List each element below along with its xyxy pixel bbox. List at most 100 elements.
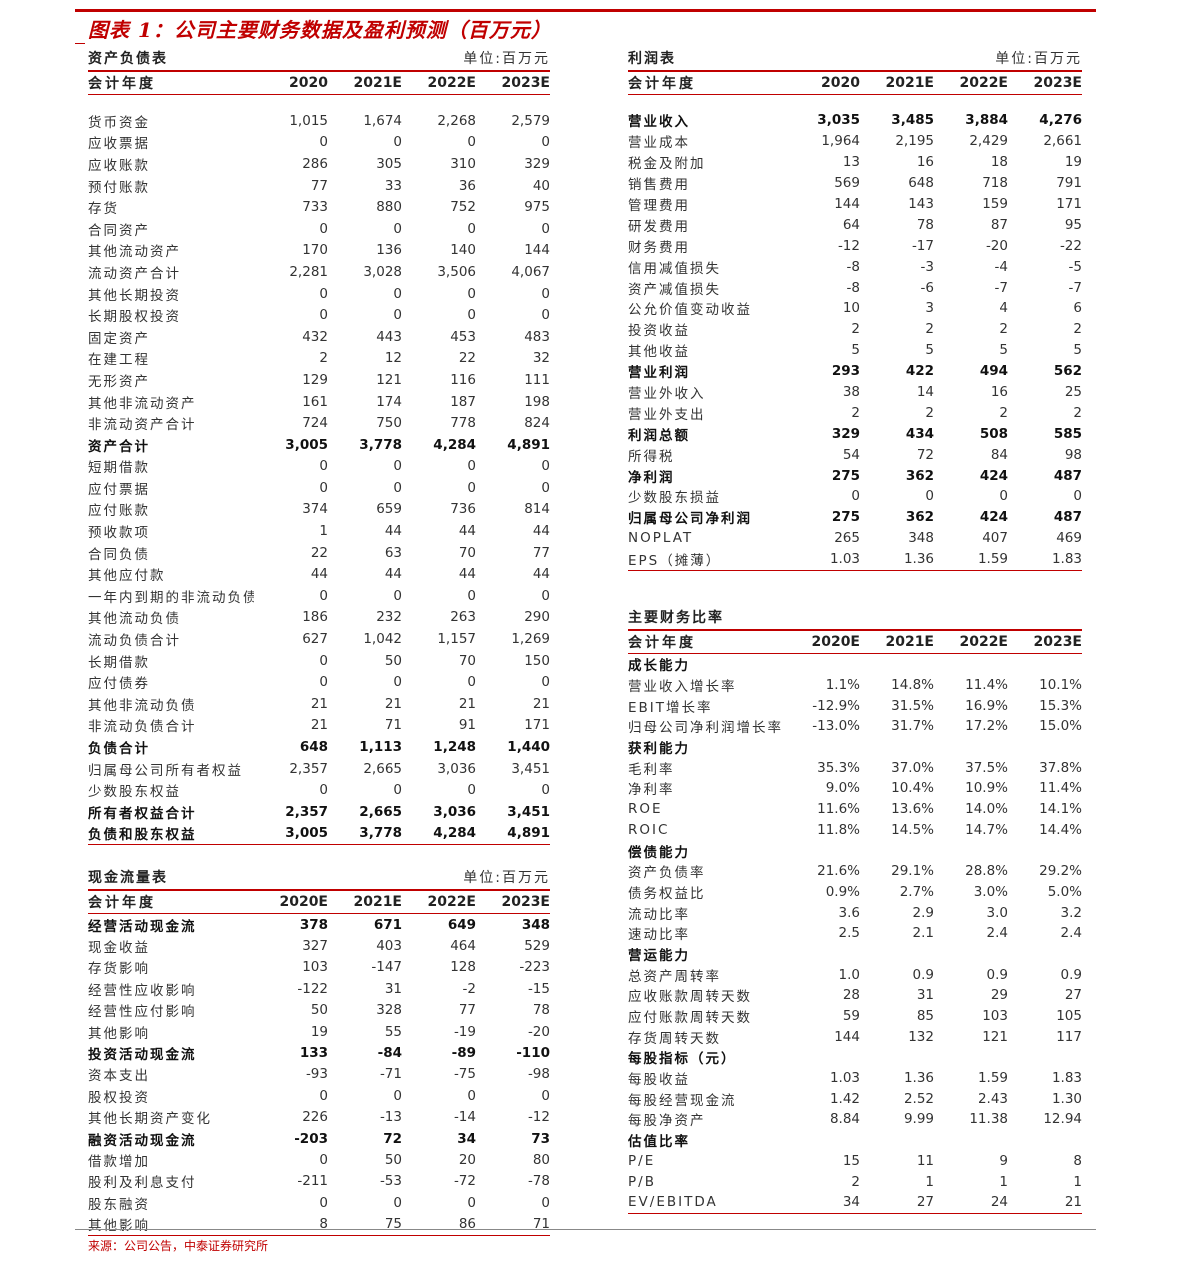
table-row: 投资收益 2 2 2 2 [628,319,1082,340]
cell-value: 121 [982,1028,1008,1045]
table-row: 合同负债 22 63 70 77 [88,542,550,564]
cell-value: 0 [393,587,402,604]
year-header: 2023E [501,75,550,91]
row-label: 存货周转天数 [628,1030,721,1047]
cell-value: 71 [384,717,402,734]
cell-value: 362 [905,467,934,484]
table-row: 公允价值变动收益 10 3 4 6 [628,298,1082,319]
cell-value: 2,357 [289,760,328,777]
table-row: EPS（摊薄） 1.03 1.36 1.59 1.83 [628,549,1082,571]
cell-value: -72 [453,1173,476,1190]
cell-value: 186 [302,609,328,626]
row-label: 其他非流动负债 [88,697,197,714]
cell-value: 1 [925,1173,934,1190]
year-header: 2020 [821,75,860,91]
table-row: 流动负债合计 627 1,042 1,157 1,269 [88,628,550,650]
table-row: 经营活动现金流 378 671 649 348 [88,914,550,935]
table-row: 其他非流动资产 161 174 187 198 [88,391,550,413]
table-row: 股东融资 0 0 0 0 [88,1192,550,1213]
cell-value: 3,035 [817,112,860,129]
financial-ratios-table: 主要财务比率 会计年度 2020E 2021E 2022E 2023E 成长能力 营业收入增长… [628,607,1082,1214]
cell-value: 29.2% [1039,863,1082,880]
row-label: 营业外支出 [628,406,706,423]
cell-value: 132 [908,1028,934,1045]
cell-value: 21 [310,695,328,712]
cell-value: 5.0% [1047,883,1082,900]
cell-value: 84 [990,446,1008,463]
cell-value: 77 [310,177,328,194]
row-label: 毛利率 [628,761,675,778]
cell-value: 19 [1064,154,1082,171]
cell-value: -8 [846,258,860,275]
cell-value: 2 [999,404,1008,421]
table-row: 其他流动资产 170 136 140 144 [88,240,550,262]
cell-value: 0 [393,479,402,496]
cell-value: 0 [319,134,328,151]
table-row: 速动比率 2.5 2.1 2.4 2.4 [628,923,1082,944]
cell-value: 18 [990,154,1008,171]
cell-value: 50 [310,1002,328,1019]
cell-value: 31.5% [891,697,934,714]
cell-value: 0 [393,220,402,237]
row-label: 预收款项 [88,525,150,542]
cell-value: 232 [376,609,402,626]
table-row: 营业成本 1,964 2,195 2,429 2,661 [628,131,1082,152]
table-row: 借款增加 0 50 20 80 [88,1149,550,1170]
cell-value: -53 [379,1173,402,1190]
cell-value: 1.59 [977,551,1008,568]
cell-value: 31 [384,980,402,997]
year-header: 2021E [353,894,402,910]
cell-value: 21 [458,695,476,712]
table-row: 在建工程 2 12 22 32 [88,348,550,370]
cell-value: 0 [319,1194,328,1211]
cell-value: 0 [319,674,328,691]
table-row: 融资活动现金流 -203 72 34 73 [88,1128,550,1149]
table-row: NOPLAT 265 348 407 469 [628,528,1082,549]
cell-value: 2 [319,350,328,367]
table-row: 预收款项 1 44 44 44 [88,520,550,542]
cell-value: 37.5% [965,759,1008,776]
table-row: 负债和股东权益 3,005 3,778 4,284 4,891 [88,823,550,846]
table-row: 利润总额 329 434 508 585 [628,423,1082,444]
cell-value: 469 [1056,530,1082,547]
cell-value: 98 [1064,446,1082,463]
cell-value: 329 [524,155,550,172]
cell-value: 0 [925,488,934,505]
cell-value: 1,157 [437,631,476,648]
table-row: 应收票据 0 0 0 0 [88,132,550,154]
cell-value: 14.5% [891,821,934,838]
cell-value: 0 [467,458,476,475]
table-row: P/B 2 1 1 1 [628,1171,1082,1192]
row-label: 存货影响 [88,961,150,978]
cell-value: 78 [916,216,934,233]
cell-value: 329 [831,425,860,442]
cell-value: 0 [999,488,1008,505]
row-label: 营业外收入 [628,386,706,403]
cell-value: 0 [393,134,402,151]
cell-value: 1 [1073,1173,1082,1190]
cell-value: 144 [834,196,860,212]
cell-value: -6 [920,279,934,296]
cell-value: 1.83 [1051,551,1082,568]
cell-value: 10.4% [891,780,934,797]
cell-value: 21 [1064,1194,1082,1211]
table-row: 营业收入 3,035 3,485 3,884 4,276 [628,110,1082,131]
cell-value: 2 [851,1173,860,1190]
cell-value: 0 [393,674,402,691]
cell-value: 0 [541,307,550,324]
cell-value: -2 [462,980,476,997]
cell-value: 91 [458,717,476,734]
cell-value: 31.7% [891,718,934,735]
cell-value: 11.4% [965,677,1008,694]
row-label: 应付账款 [88,503,150,520]
cell-value: 724 [302,415,328,432]
cell-value: 2.4 [1060,925,1082,942]
cell-value: 21.6% [817,863,860,880]
cell-value: 5 [851,342,860,359]
cell-value: -211 [297,1173,328,1190]
cell-value: 38 [842,384,860,401]
cell-value: 0 [393,285,402,302]
income-statement-table: 利润表 单位:百万元 会计年度 2020 2021E 2022E 2023E 营业收入 3,03… [628,48,1082,571]
cell-value: 275 [831,467,860,484]
table-row: 流动比率 3.6 2.9 3.0 3.2 [628,902,1082,923]
